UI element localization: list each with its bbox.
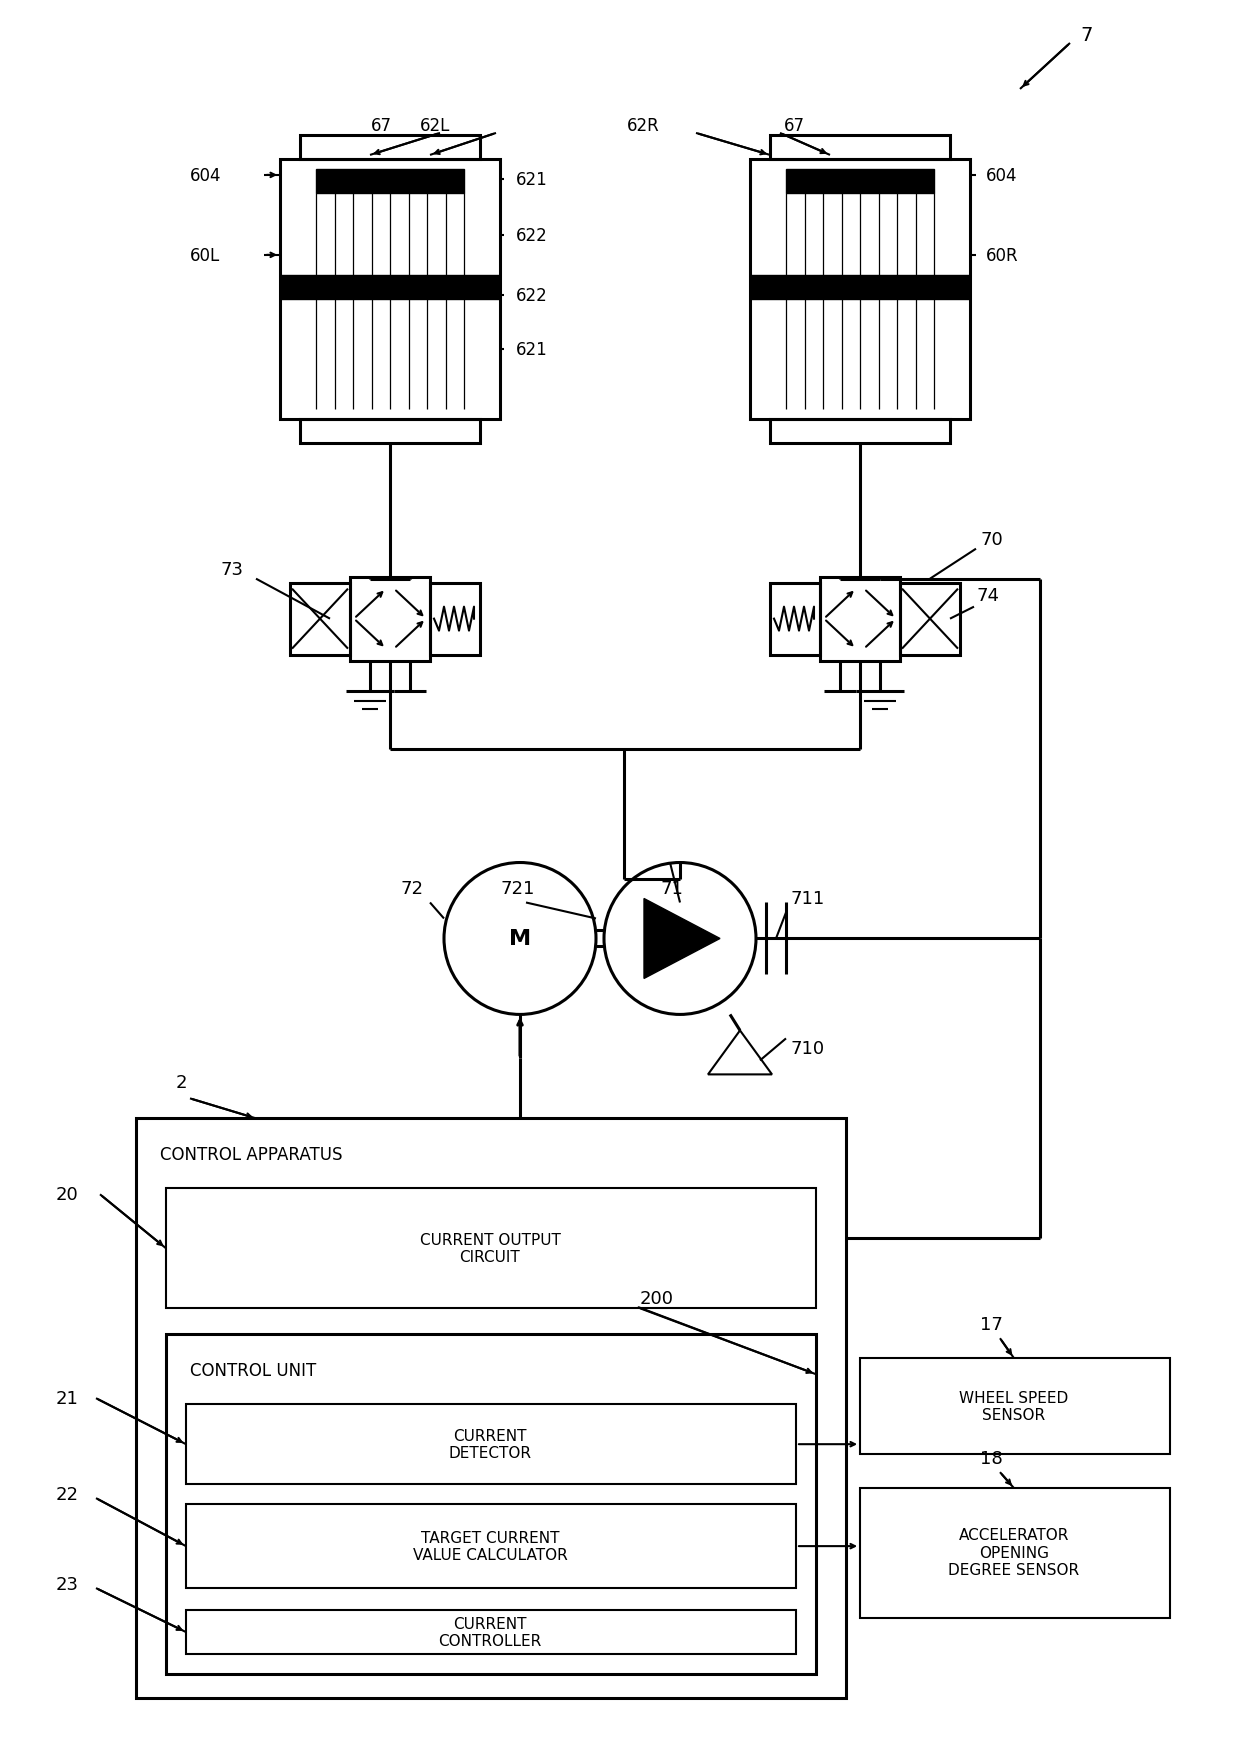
Text: 23: 23 xyxy=(56,1575,79,1593)
Text: 622: 622 xyxy=(516,288,548,305)
Text: 20: 20 xyxy=(56,1185,79,1203)
Text: 71: 71 xyxy=(660,880,683,898)
Polygon shape xyxy=(644,900,720,979)
Bar xyxy=(186,1611,796,1655)
Text: ACCELERATOR
OPENING
DEGREE SENSOR: ACCELERATOR OPENING DEGREE SENSOR xyxy=(949,1528,1080,1577)
Text: 70: 70 xyxy=(980,531,1003,549)
Bar xyxy=(770,136,950,161)
Text: CONTROL APPARATUS: CONTROL APPARATUS xyxy=(160,1145,342,1164)
Bar xyxy=(750,161,970,420)
Text: CONTROL UNIT: CONTROL UNIT xyxy=(190,1362,316,1379)
Bar xyxy=(166,1335,816,1674)
Bar xyxy=(290,584,350,654)
Text: 60R: 60R xyxy=(986,247,1018,265)
Bar xyxy=(316,169,464,194)
Text: 60L: 60L xyxy=(190,247,221,265)
Text: 72: 72 xyxy=(401,880,423,898)
Text: 2: 2 xyxy=(176,1074,187,1092)
Bar xyxy=(280,161,500,420)
Bar xyxy=(300,136,480,161)
Text: 67: 67 xyxy=(371,116,392,134)
Text: 74: 74 xyxy=(976,586,999,605)
Bar xyxy=(166,1189,816,1309)
Bar xyxy=(280,275,500,300)
Text: 710: 710 xyxy=(790,1039,825,1058)
Text: 200: 200 xyxy=(640,1289,675,1307)
Bar xyxy=(861,1358,1171,1454)
Bar xyxy=(350,577,430,662)
Text: 67: 67 xyxy=(784,116,805,134)
Text: 711: 711 xyxy=(790,891,825,908)
Text: TARGET CURRENT
VALUE CALCULATOR: TARGET CURRENT VALUE CALCULATOR xyxy=(413,1529,568,1563)
Text: 22: 22 xyxy=(56,1485,79,1503)
Bar xyxy=(186,1505,796,1588)
Text: CURRENT OUTPUT
CIRCUIT: CURRENT OUTPUT CIRCUIT xyxy=(419,1233,560,1265)
Text: 622: 622 xyxy=(516,228,548,245)
Text: 7: 7 xyxy=(1080,26,1092,46)
Bar xyxy=(770,584,820,654)
Text: 62R: 62R xyxy=(627,116,660,134)
Text: 18: 18 xyxy=(980,1450,1003,1468)
Bar xyxy=(861,1489,1171,1618)
Bar xyxy=(820,577,900,662)
Text: 621: 621 xyxy=(516,171,548,189)
Bar xyxy=(430,584,480,654)
Text: 21: 21 xyxy=(56,1390,79,1408)
Bar xyxy=(770,420,950,443)
Text: M: M xyxy=(508,930,531,949)
Text: CURRENT
DETECTOR: CURRENT DETECTOR xyxy=(449,1429,532,1461)
Text: 604: 604 xyxy=(190,168,222,185)
Text: 621: 621 xyxy=(516,340,548,358)
Text: 721: 721 xyxy=(500,880,534,898)
Bar xyxy=(300,420,480,443)
Text: 604: 604 xyxy=(986,168,1018,185)
Text: WHEEL SPEED
SENSOR: WHEEL SPEED SENSOR xyxy=(960,1390,1069,1422)
Bar xyxy=(136,1118,846,1699)
Bar xyxy=(786,169,934,194)
Text: 62L: 62L xyxy=(419,116,450,134)
Text: 73: 73 xyxy=(219,561,243,579)
Bar xyxy=(900,584,960,654)
Bar xyxy=(750,275,970,300)
Text: 17: 17 xyxy=(980,1316,1003,1334)
Text: CURRENT
CONTROLLER: CURRENT CONTROLLER xyxy=(439,1616,542,1648)
Bar xyxy=(186,1404,796,1484)
